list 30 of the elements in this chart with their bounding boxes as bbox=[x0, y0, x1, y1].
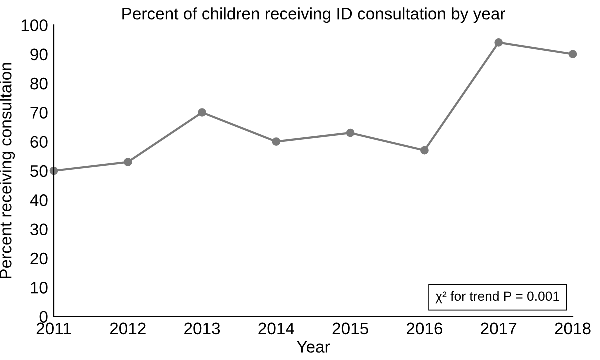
point bbox=[346, 128, 355, 138]
point bbox=[124, 158, 132, 166]
y-tick-label: 80 bbox=[30, 78, 48, 90]
y-tick-label: 70 bbox=[30, 107, 48, 119]
point bbox=[494, 38, 504, 47]
y-tick-label: 30 bbox=[30, 224, 48, 236]
x-tick-label: 2017 bbox=[481, 322, 517, 335]
y-tick-label: 40 bbox=[30, 194, 48, 206]
y-axis-title: Percent receiving consultaion bbox=[0, 63, 16, 278]
y-tick-label: 50 bbox=[30, 165, 48, 178]
x-tick-label: 2013 bbox=[184, 322, 220, 335]
y-tick-label: 0 bbox=[40, 311, 48, 324]
x-tick-label: 2012 bbox=[110, 322, 146, 335]
point bbox=[568, 50, 578, 59]
x-tick-label: 2011 bbox=[36, 322, 72, 335]
point bbox=[420, 146, 429, 155]
y-tick-label: 100 bbox=[22, 20, 48, 32]
x-axis-title: Year bbox=[297, 341, 330, 353]
point bbox=[272, 138, 281, 146]
y-tick-label: 10 bbox=[31, 282, 48, 294]
x-tick-label: 2018 bbox=[555, 322, 591, 335]
x-tick-label: 2014 bbox=[258, 322, 294, 335]
x-tick-label: 2015 bbox=[332, 322, 368, 335]
y-tick-label: 60 bbox=[30, 136, 48, 148]
chart-title: Percent of children receiving ID consultation by year bbox=[122, 8, 506, 24]
annotation: χ² for trend P = 0.001 bbox=[436, 291, 560, 304]
point bbox=[198, 108, 206, 117]
y-tick-label: 90 bbox=[30, 48, 48, 61]
x-tick-label: 2016 bbox=[407, 322, 443, 335]
y-tick-label: 20 bbox=[30, 252, 48, 265]
